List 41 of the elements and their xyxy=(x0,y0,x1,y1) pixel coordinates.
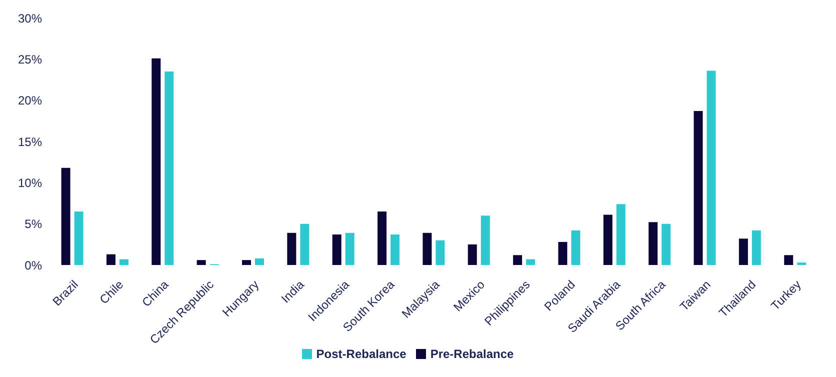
bar xyxy=(694,111,703,265)
legend-label: Pre-Rebalance xyxy=(430,347,514,361)
bar xyxy=(513,255,522,265)
bar xyxy=(119,259,128,265)
y-tick-label: 15% xyxy=(18,134,42,149)
bar xyxy=(106,254,116,265)
bar xyxy=(480,216,490,265)
bar xyxy=(390,234,400,265)
legend-label: Post-Rebalance xyxy=(316,347,406,361)
bar xyxy=(152,58,161,265)
bar xyxy=(255,258,264,265)
bar xyxy=(74,211,84,265)
bar xyxy=(558,242,568,265)
bar xyxy=(61,168,70,265)
bar xyxy=(422,232,432,265)
y-tick-label: 25% xyxy=(18,52,42,66)
bar xyxy=(662,224,671,265)
bar xyxy=(378,211,387,265)
bar xyxy=(784,255,794,265)
y-tick-label: 20% xyxy=(18,94,42,108)
bar xyxy=(164,72,174,265)
bar xyxy=(196,260,206,265)
bar xyxy=(332,234,342,265)
bar xyxy=(738,238,748,265)
bar xyxy=(468,244,477,265)
y-tick-label: 10% xyxy=(18,176,42,190)
bar xyxy=(345,232,354,265)
bar xyxy=(242,260,251,265)
bar xyxy=(287,232,296,265)
bar xyxy=(752,230,761,265)
bar xyxy=(603,214,612,265)
bar xyxy=(571,230,580,265)
y-tick-label: 30% xyxy=(18,11,42,26)
bar xyxy=(648,222,658,265)
bar xyxy=(706,70,716,265)
bar xyxy=(526,259,536,265)
y-tick-label: 0% xyxy=(24,258,42,272)
bar xyxy=(300,224,310,265)
y-tick-label: 5% xyxy=(24,217,42,232)
bar xyxy=(436,240,445,265)
bar xyxy=(616,204,626,265)
